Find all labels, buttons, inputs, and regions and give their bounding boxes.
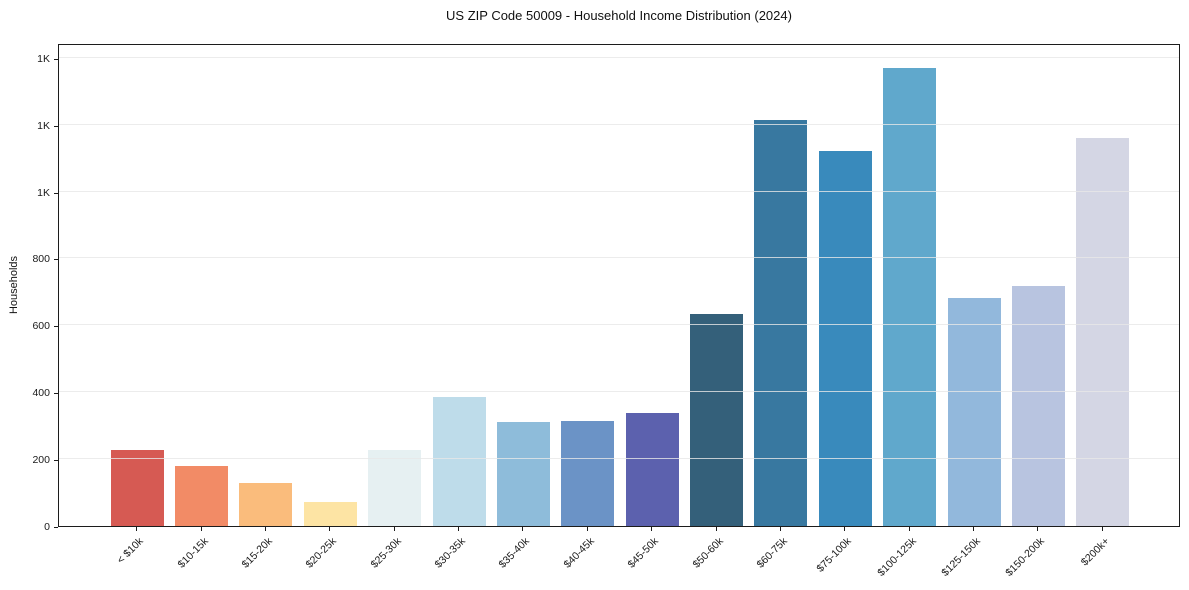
bar-15-20k (239, 482, 293, 526)
y-tick-mark (54, 125, 58, 127)
y-tick-mark (54, 259, 58, 261)
y-tick-mark (54, 393, 58, 395)
y-tick-label: 1K (37, 119, 50, 132)
plot-area (58, 44, 1180, 527)
bar-20-25k (303, 501, 357, 526)
x-tick-mark (1037, 527, 1039, 531)
y-tick-label: 1K (37, 52, 50, 65)
bar-50-60k (690, 313, 744, 526)
bar-100-125k (883, 67, 937, 526)
bars-layer (59, 45, 1179, 526)
bar-125-150k (947, 297, 1001, 526)
x-tick-mark (779, 527, 781, 531)
x-tick-mark (200, 527, 202, 531)
x-tick-mark (844, 527, 846, 531)
x-tick-mark (329, 527, 331, 531)
y-tick-mark (54, 527, 58, 528)
y-tick-label: 800 (32, 253, 50, 266)
x-tick-mark (264, 527, 266, 531)
x-tick-mark (458, 527, 460, 531)
y-tick-label: 1K (37, 186, 50, 199)
bar-35-40k (496, 422, 550, 526)
chart-title: US ZIP Code 50009 - Household Income Dis… (446, 8, 792, 23)
y-tick-mark (54, 460, 58, 462)
y-tick-label: 200 (32, 454, 50, 467)
x-tick-mark (715, 527, 717, 531)
x-tick-mark (1101, 527, 1103, 531)
bar-40-45k (561, 420, 615, 526)
bar-150-200k (1011, 285, 1065, 526)
bar-45-50k (625, 412, 679, 526)
bar-30-35k (432, 397, 486, 526)
bar-200k (1076, 138, 1130, 526)
bar-10-15k (175, 466, 229, 526)
y-tick-label: 600 (32, 320, 50, 333)
y-tick-mark (54, 326, 58, 328)
x-tick-mark (973, 527, 975, 531)
x-tick-mark (586, 527, 588, 531)
y-tick-mark (54, 192, 58, 194)
x-tick-mark (908, 527, 910, 531)
y-tick-mark (54, 58, 58, 60)
x-tick-label: < $10k (114, 535, 146, 567)
bar-25-30k (368, 450, 422, 526)
x-tick-mark (651, 527, 653, 531)
y-tick-label: 400 (32, 387, 50, 400)
bar-60-75k (754, 119, 808, 526)
y-tick-label: 0 (44, 521, 50, 533)
x-tick-mark (136, 527, 138, 531)
bar-75-100k (818, 151, 872, 526)
x-tick-mark (393, 527, 395, 531)
bar-10k (110, 449, 164, 526)
x-tick-mark (522, 527, 524, 531)
